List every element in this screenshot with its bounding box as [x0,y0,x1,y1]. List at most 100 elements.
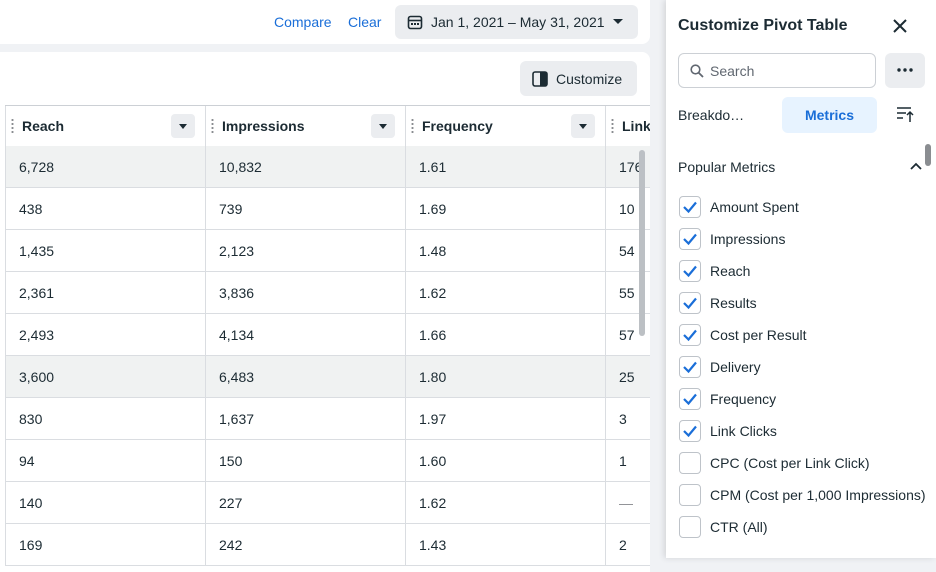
column-header[interactable]: Frequency [405,106,606,146]
column-menu[interactable] [371,114,395,138]
metric-checkbox[interactable] [679,484,701,506]
metric-label: Delivery [710,359,761,375]
metrics-tab[interactable]: Metrics [782,97,877,133]
table-row[interactable]: 438 739 1.69 10 [5,188,650,230]
table-row[interactable]: 2,361 3,836 1.62 55 [5,272,650,314]
column-header[interactable]: Reach [5,106,206,146]
table-row[interactable]: 2,493 4,134 1.66 57 [5,314,650,356]
cell-text: 54 [619,243,635,259]
metric-checkbox[interactable] [679,420,701,442]
panel-scrollbar[interactable] [925,144,931,166]
metric-label: Results [710,295,757,311]
check-mark [683,329,697,342]
table-row[interactable]: 140 227 1.62 — [5,482,650,524]
cell-text: 242 [219,537,243,553]
metric-checkbox[interactable] [679,388,701,410]
cell-text: 3,600 [19,369,55,385]
cell-text: 4,134 [219,327,255,343]
cell-text: 94 [19,453,35,469]
cell-text: 150 [219,453,243,469]
metric-checkbox[interactable] [679,452,701,474]
table-cell: 1.43 [405,524,606,565]
search-box[interactable]: Search [678,53,876,88]
table-row[interactable]: 1,435 2,123 1.48 54 [5,230,650,272]
table-cell: 169 [5,524,206,565]
metric-label: Reach [710,263,751,279]
cell-text: 2 [619,537,627,553]
cell-text: 169 [19,537,43,553]
table-cell: 242 [205,524,406,565]
metric-checkbox[interactable] [679,324,701,346]
cell-text: 1.62 [419,495,447,511]
check-mark [683,297,697,310]
table-cell: 3,600 [5,356,206,397]
customize-label: Customize [556,71,623,87]
clear-link[interactable]: Clear [348,14,382,30]
table-row[interactable]: 6,728 10,832 1.61 176 [5,146,650,188]
cell-text: 1,637 [219,411,255,427]
cell-text: — [619,495,633,511]
table-row[interactable]: 830 1,637 1.97 3 [5,398,650,440]
table-cell: 1.80 [405,356,606,397]
table-cell: 140 [5,482,206,523]
more-button[interactable] [885,53,925,88]
table-cell: 1.97 [405,398,606,439]
table-cell: 830 [5,398,206,439]
cell-text: 140 [19,495,43,511]
table-cell: 54 [605,230,650,271]
column-menu[interactable] [171,114,195,138]
check-mark [683,265,697,278]
column-title: Reach [22,118,65,134]
cell-text: 3 [619,411,627,427]
check-mark [683,233,697,246]
table-cell: 1.66 [405,314,606,355]
metric-checkbox[interactable] [679,228,701,250]
table-cell: 739 [205,188,406,229]
sort-icon[interactable] [896,106,914,124]
collapse-icon[interactable] [910,162,922,170]
table-cell: 25 [605,356,650,397]
breakdown-tab[interactable]: Breakdo… [678,107,745,123]
table-cell: 3 [605,398,650,439]
column-title: Link [622,118,650,134]
metric-checkbox[interactable] [679,292,701,314]
columns-icon [532,71,548,87]
table-row[interactable]: 94 150 1.60 1 [5,440,650,482]
customize-button[interactable]: Customize [520,61,637,96]
table-cell: 10 [605,188,650,229]
cell-text: 227 [219,495,243,511]
drag-handle[interactable] [11,118,14,134]
table-row[interactable]: 169 242 1.43 2 [5,524,650,566]
column-menu[interactable] [571,114,595,138]
date-picker[interactable]: Jan 1, 2021 – May 31, 2021 [395,5,638,39]
metric-checkbox[interactable] [679,196,701,218]
metric-label: Cost per Result [710,327,807,343]
cell-text: 6,728 [19,159,55,175]
cell-text: 1.97 [419,411,447,427]
panel-title: Customize Pivot Table [678,17,848,34]
table-cell: 94 [5,440,206,481]
close-button[interactable] [893,19,907,33]
table-cell: 150 [205,440,406,481]
metric-checkbox[interactable] [679,356,701,378]
table-cell: 3,836 [205,272,406,313]
metric-checkbox[interactable] [679,516,701,538]
drag-handle[interactable] [411,118,414,134]
cell-text: 1.60 [419,453,447,469]
table-cell: 10,832 [205,146,406,187]
cell-text: 1.48 [419,243,447,259]
scrollbar[interactable] [639,150,645,336]
cell-text: 830 [19,411,43,427]
drag-handle[interactable] [611,118,614,134]
column-header[interactable]: Impressions [205,106,406,146]
cell-text: 1.69 [419,201,447,217]
table-row[interactable]: 3,600 6,483 1.80 25 [5,356,650,398]
drag-handle[interactable] [211,118,214,134]
metric-checkbox[interactable] [679,260,701,282]
cell-text: 57 [619,327,635,343]
compare-link[interactable]: Compare [274,14,332,30]
cell-text: 1 [619,453,627,469]
table-cell: 1 [605,440,650,481]
column-header[interactable]: Link [605,106,650,146]
cell-text: 1.62 [419,285,447,301]
